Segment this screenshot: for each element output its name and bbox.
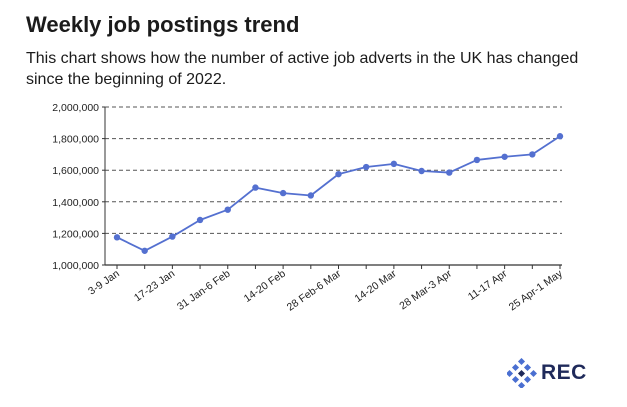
data-point bbox=[362, 163, 370, 171]
data-point bbox=[390, 160, 398, 168]
y-tick-labels: 1,000,000 1,200,000 1,400,000 1,600,000 1,80… bbox=[52, 102, 99, 272]
data-point bbox=[446, 169, 453, 176]
data-point bbox=[556, 133, 564, 140]
data-point bbox=[113, 234, 121, 241]
x-tick-label: 14-20 Mar bbox=[353, 267, 399, 305]
y-tick-label: 1,600,000 bbox=[52, 165, 99, 177]
y-tick-label: 1,000,000 bbox=[52, 260, 99, 272]
data-point bbox=[224, 206, 231, 213]
data-point bbox=[141, 247, 148, 254]
data-point bbox=[335, 170, 342, 178]
data-point bbox=[529, 151, 536, 158]
logo-text: REC bbox=[541, 361, 587, 384]
chart-subtitle: This chart shows how the number of activ… bbox=[26, 50, 579, 88]
x-tick-label: 31 Jan-6 Feb bbox=[175, 268, 233, 313]
data-points bbox=[113, 133, 564, 254]
x-tick-label: 25 Apr-1 May bbox=[507, 267, 566, 313]
rec-logo: REC bbox=[507, 358, 587, 388]
axes bbox=[102, 106, 562, 269]
x-tick-label: 28 Feb-6 Mar bbox=[285, 267, 344, 313]
y-tick-label: 2,000,000 bbox=[52, 102, 99, 114]
data-point bbox=[501, 153, 508, 160]
x-tick-label: 11-17 Apr bbox=[466, 267, 510, 303]
data-point bbox=[169, 233, 176, 240]
data-point bbox=[418, 167, 425, 175]
rec-diamond-icon bbox=[507, 358, 537, 388]
y-tick-label: 1,400,000 bbox=[52, 197, 99, 209]
chart-title: Weekly job postings trend bbox=[26, 12, 300, 37]
data-point bbox=[252, 184, 259, 191]
grid-lines bbox=[105, 106, 562, 234]
x-tick-label: 17-23 Jan bbox=[132, 268, 177, 305]
x-tick-label: 14-20 Feb bbox=[242, 268, 288, 305]
x-tick-label: 3-9 Jan bbox=[86, 268, 122, 298]
y-tick-label: 1,800,000 bbox=[52, 134, 99, 146]
y-tick-label: 1,200,000 bbox=[52, 228, 99, 240]
data-point bbox=[279, 189, 287, 197]
x-tick-label: 28 Mar-3 Apr bbox=[397, 267, 454, 312]
data-point bbox=[473, 156, 481, 164]
data-point bbox=[307, 192, 315, 199]
data-point bbox=[196, 216, 204, 224]
